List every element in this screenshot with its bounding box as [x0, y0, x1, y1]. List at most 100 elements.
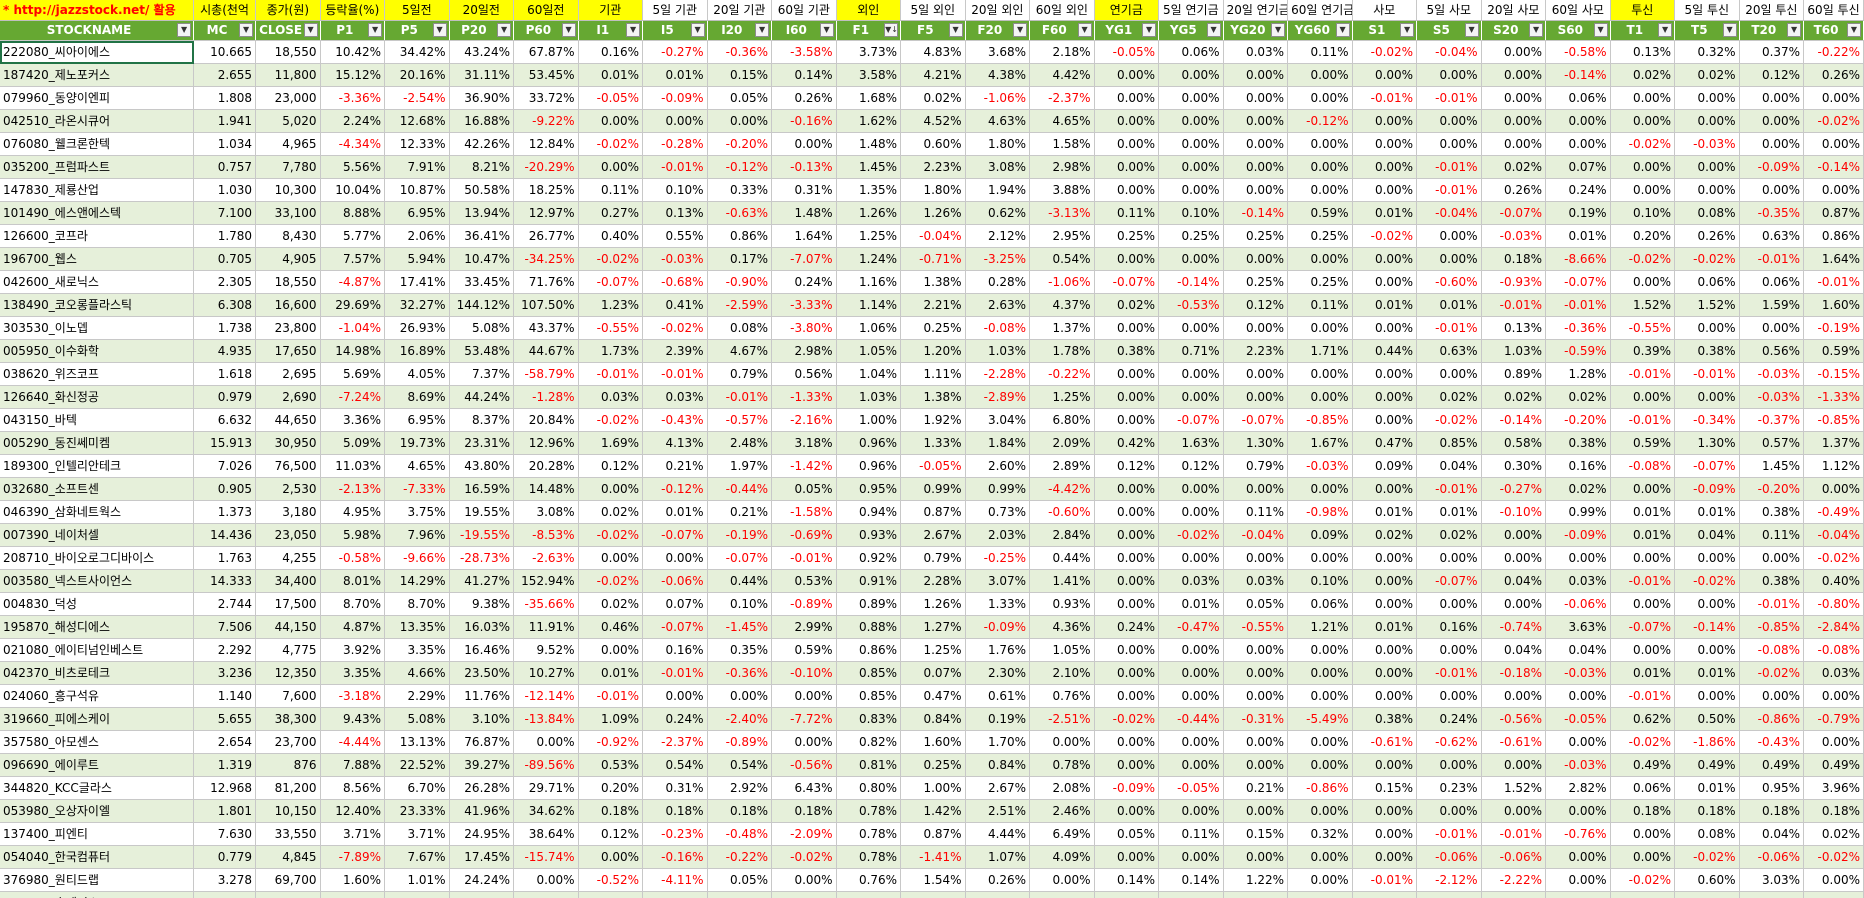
data-cell[interactable]: 4.83% — [900, 40, 966, 64]
data-cell[interactable]: 4.05% — [384, 362, 450, 386]
data-cell[interactable]: -0.08% — [965, 316, 1031, 340]
data-cell[interactable]: 43.24% — [449, 40, 515, 64]
data-cell[interactable]: -0.19% — [1803, 316, 1864, 340]
data-cell[interactable]: -0.53% — [1158, 293, 1224, 317]
data-cell[interactable]: -0.86% — [1287, 776, 1353, 800]
data-cell[interactable]: 0.00% — [1287, 845, 1353, 869]
data-cell[interactable]: -0.86% — [1739, 707, 1805, 731]
data-cell[interactable]: 0.00% — [1287, 638, 1353, 662]
data-cell[interactable]: -1.28% — [513, 385, 579, 409]
data-cell[interactable]: 2.24% — [320, 109, 386, 133]
data-cell[interactable]: -2.09% — [771, 822, 837, 846]
data-cell[interactable]: 3.08% — [513, 500, 579, 524]
data-cell[interactable]: 0.11% — [1739, 523, 1805, 547]
data-cell[interactable]: 0.00% — [513, 730, 579, 754]
data-cell[interactable]: 0.28% — [965, 270, 1031, 294]
data-cell[interactable]: 0.55% — [642, 224, 708, 248]
data-cell[interactable]: 0.00% — [1352, 845, 1418, 869]
data-cell[interactable]: -0.21% — [642, 891, 708, 898]
data-cell[interactable]: 0.00% — [1029, 868, 1095, 892]
data-cell[interactable]: 0.00% — [1094, 247, 1160, 271]
data-cell[interactable]: 0.00% — [1223, 684, 1289, 708]
data-cell[interactable]: 0.00% — [1674, 385, 1740, 409]
data-cell[interactable]: 0.00% — [1610, 546, 1676, 570]
data-cell[interactable]: 1.01% — [384, 868, 450, 892]
data-cell[interactable]: 0.24% — [771, 270, 837, 294]
data-cell[interactable]: 0.00% — [707, 109, 773, 133]
data-cell[interactable]: 0.00% — [1481, 523, 1547, 547]
data-cell[interactable]: 1.84% — [965, 431, 1031, 455]
data-cell[interactable]: 0.11% — [1158, 822, 1224, 846]
data-cell[interactable]: -2.84% — [1803, 615, 1864, 639]
data-cell[interactable]: 7.37% — [449, 362, 515, 386]
data-cell[interactable]: 0.01% — [642, 500, 708, 524]
data-cell[interactable]: 0.00% — [1223, 155, 1289, 179]
stock-name-cell[interactable]: 208710_바이오로그디바이스 — [0, 546, 195, 570]
data-cell[interactable]: 0.00% — [1287, 891, 1353, 898]
data-cell[interactable]: -0.22% — [1029, 362, 1095, 386]
dropdown-arrow-icon[interactable]: ▼ — [1847, 23, 1861, 37]
data-cell[interactable]: 0.00% — [1416, 63, 1482, 87]
data-cell[interactable]: 0.00% — [1287, 63, 1353, 87]
data-cell[interactable]: 2.21% — [900, 293, 966, 317]
data-cell[interactable]: 23,800 — [255, 316, 321, 340]
data-cell[interactable]: 0.00% — [1674, 178, 1740, 202]
data-cell[interactable]: -1.33% — [1803, 385, 1864, 409]
data-cell[interactable]: 7.506 — [193, 615, 257, 639]
data-cell[interactable]: -3.58% — [771, 40, 837, 64]
data-cell[interactable]: -0.02% — [1610, 730, 1676, 754]
data-cell[interactable]: 4.87% — [320, 615, 386, 639]
data-cell[interactable]: -0.05% — [900, 454, 966, 478]
data-cell[interactable]: 0.13% — [1352, 891, 1418, 898]
dropdown-arrow-icon[interactable]: ▼ — [819, 23, 834, 37]
data-cell[interactable]: 0.19% — [965, 707, 1031, 731]
data-cell[interactable]: -0.02% — [1158, 523, 1224, 547]
data-cell[interactable]: 11,800 — [255, 63, 321, 87]
data-cell[interactable]: 0.06% — [1287, 592, 1353, 616]
data-cell[interactable]: -0.09% — [642, 86, 708, 110]
data-cell[interactable]: 4.63% — [965, 109, 1031, 133]
data-cell[interactable]: 0.02% — [1674, 63, 1740, 87]
data-cell[interactable]: 0.09% — [1352, 454, 1418, 478]
data-cell[interactable]: 43.37% — [513, 316, 579, 340]
data-cell[interactable]: 4,965 — [255, 132, 321, 156]
data-cell[interactable]: 0.25% — [1223, 224, 1289, 248]
data-cell[interactable]: 0.00% — [1481, 132, 1547, 156]
data-cell[interactable]: 10.42% — [320, 40, 386, 64]
data-cell[interactable]: -7.07% — [771, 247, 837, 271]
data-cell[interactable]: 1.801 — [193, 799, 257, 823]
data-cell[interactable]: -0.02% — [1803, 109, 1864, 133]
data-cell[interactable]: 0.01% — [1416, 500, 1482, 524]
data-cell[interactable]: 0.49% — [1803, 753, 1864, 777]
data-cell[interactable]: 1.05% — [836, 339, 902, 363]
data-cell[interactable]: 0.13% — [1610, 40, 1676, 64]
data-cell[interactable]: -9.66% — [384, 546, 450, 570]
data-cell[interactable]: 0.00% — [1158, 247, 1224, 271]
data-cell[interactable]: 0.26% — [1481, 178, 1547, 202]
data-cell[interactable]: 1.24% — [836, 247, 902, 271]
data-cell[interactable]: 5.98% — [320, 523, 386, 547]
data-cell[interactable]: -0.08% — [1803, 638, 1864, 662]
data-cell[interactable]: 39.27% — [449, 753, 515, 777]
sort-descending-icon[interactable]: ▼↓ — [884, 23, 899, 37]
data-cell[interactable]: 0.00% — [1094, 385, 1160, 409]
data-cell[interactable]: 0.03% — [1223, 40, 1289, 64]
stock-name-cell[interactable]: 303530_이노뎁 — [0, 316, 195, 340]
data-cell[interactable]: 0.03% — [1223, 569, 1289, 593]
data-cell[interactable]: 1.38% — [900, 270, 966, 294]
data-cell[interactable]: 0.04% — [1674, 523, 1740, 547]
data-cell[interactable]: 3.58% — [836, 63, 902, 87]
data-cell[interactable]: -7.89% — [320, 845, 386, 869]
data-cell[interactable]: -4.87% — [320, 270, 386, 294]
data-cell[interactable]: 2.95% — [1029, 224, 1095, 248]
data-cell[interactable]: -0.05% — [1545, 707, 1611, 731]
data-cell[interactable]: -0.48% — [707, 822, 773, 846]
stock-name-cell[interactable]: 357580_아모센스 — [0, 730, 195, 754]
data-cell[interactable]: 1.45% — [836, 155, 902, 179]
data-cell[interactable]: 0.38% — [1094, 339, 1160, 363]
data-cell[interactable]: 1.00% — [900, 776, 966, 800]
data-cell[interactable]: 0.00% — [1158, 109, 1224, 133]
data-cell[interactable]: 0.50% — [1674, 707, 1740, 731]
data-cell[interactable]: 2.12% — [965, 224, 1031, 248]
data-cell[interactable]: 11.91% — [513, 615, 579, 639]
